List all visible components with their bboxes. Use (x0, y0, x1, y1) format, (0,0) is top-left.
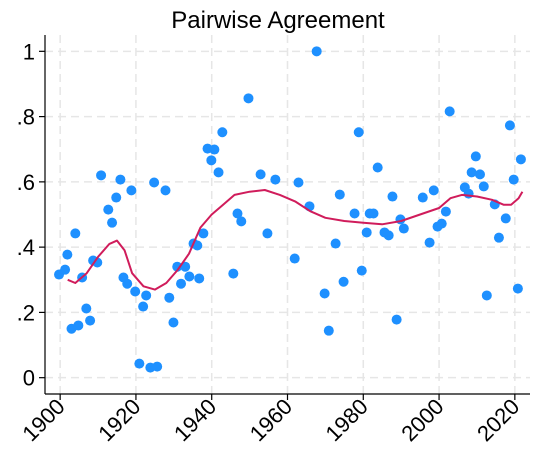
x-tick-label: 2020 (472, 394, 524, 446)
point (330, 238, 341, 249)
point (209, 144, 220, 155)
point (107, 217, 118, 228)
point (356, 265, 367, 276)
x-tick-label: 1900 (17, 394, 69, 446)
point (504, 120, 515, 131)
point (236, 216, 247, 227)
point (319, 288, 330, 299)
point (349, 208, 360, 219)
point (122, 278, 133, 289)
point (198, 228, 209, 239)
point (232, 208, 243, 219)
point (383, 230, 394, 241)
point (478, 181, 489, 192)
point (192, 240, 203, 251)
point (338, 276, 349, 287)
point (168, 317, 179, 328)
point (361, 227, 372, 238)
point (270, 174, 281, 185)
point (440, 206, 451, 217)
point (96, 170, 107, 181)
point (417, 192, 428, 203)
x-tick-label: 2000 (396, 394, 448, 446)
point (152, 361, 163, 372)
point (323, 325, 334, 336)
point (60, 264, 71, 275)
y-tick-label: .6 (17, 170, 35, 195)
y-tick-label: .4 (17, 235, 35, 260)
point (217, 127, 228, 138)
x-tick-label: 1960 (245, 394, 297, 446)
point (111, 192, 122, 203)
point (81, 303, 92, 314)
y-tick-label: .2 (17, 300, 35, 325)
point (293, 177, 304, 188)
smooth-line (67, 189, 524, 291)
point (126, 185, 137, 196)
y-tick-label: .8 (17, 105, 35, 130)
point (428, 185, 439, 196)
point (172, 261, 183, 272)
point (398, 223, 409, 234)
point (62, 249, 73, 260)
point (228, 268, 239, 279)
point (391, 314, 402, 325)
point (474, 169, 485, 180)
point (164, 292, 175, 303)
point (289, 253, 300, 264)
point (311, 46, 322, 57)
point (130, 286, 141, 297)
y-tick-label: 1 (23, 39, 35, 64)
point (255, 169, 266, 180)
point (481, 290, 492, 301)
point (372, 162, 383, 173)
point (262, 228, 273, 239)
point (206, 155, 217, 166)
point (115, 174, 126, 185)
point (85, 315, 96, 326)
point (512, 283, 523, 294)
point (515, 154, 526, 165)
point (500, 213, 511, 224)
point (334, 189, 345, 200)
point (149, 177, 160, 188)
point (176, 278, 187, 289)
chart-title: Pairwise Agreement (171, 7, 385, 34)
point (368, 208, 379, 219)
y-tick-label: 0 (23, 366, 35, 391)
point (213, 167, 224, 178)
point (470, 151, 481, 162)
point (160, 185, 171, 196)
point (353, 127, 364, 138)
x-tick-label: 1920 (93, 394, 145, 446)
point (444, 106, 455, 117)
point (194, 273, 205, 284)
point (184, 271, 195, 282)
point (493, 232, 504, 243)
x-tick-label: 1980 (321, 394, 373, 446)
point (103, 204, 114, 215)
point (463, 188, 474, 199)
point (508, 174, 519, 185)
point (436, 218, 447, 229)
point (243, 93, 254, 104)
x-tick-label: 1940 (169, 394, 221, 446)
point (138, 301, 149, 312)
point (70, 228, 81, 239)
point (141, 290, 152, 301)
point (424, 237, 435, 248)
point (134, 358, 145, 369)
point (387, 191, 398, 202)
point (73, 320, 84, 331)
point (466, 167, 477, 178)
